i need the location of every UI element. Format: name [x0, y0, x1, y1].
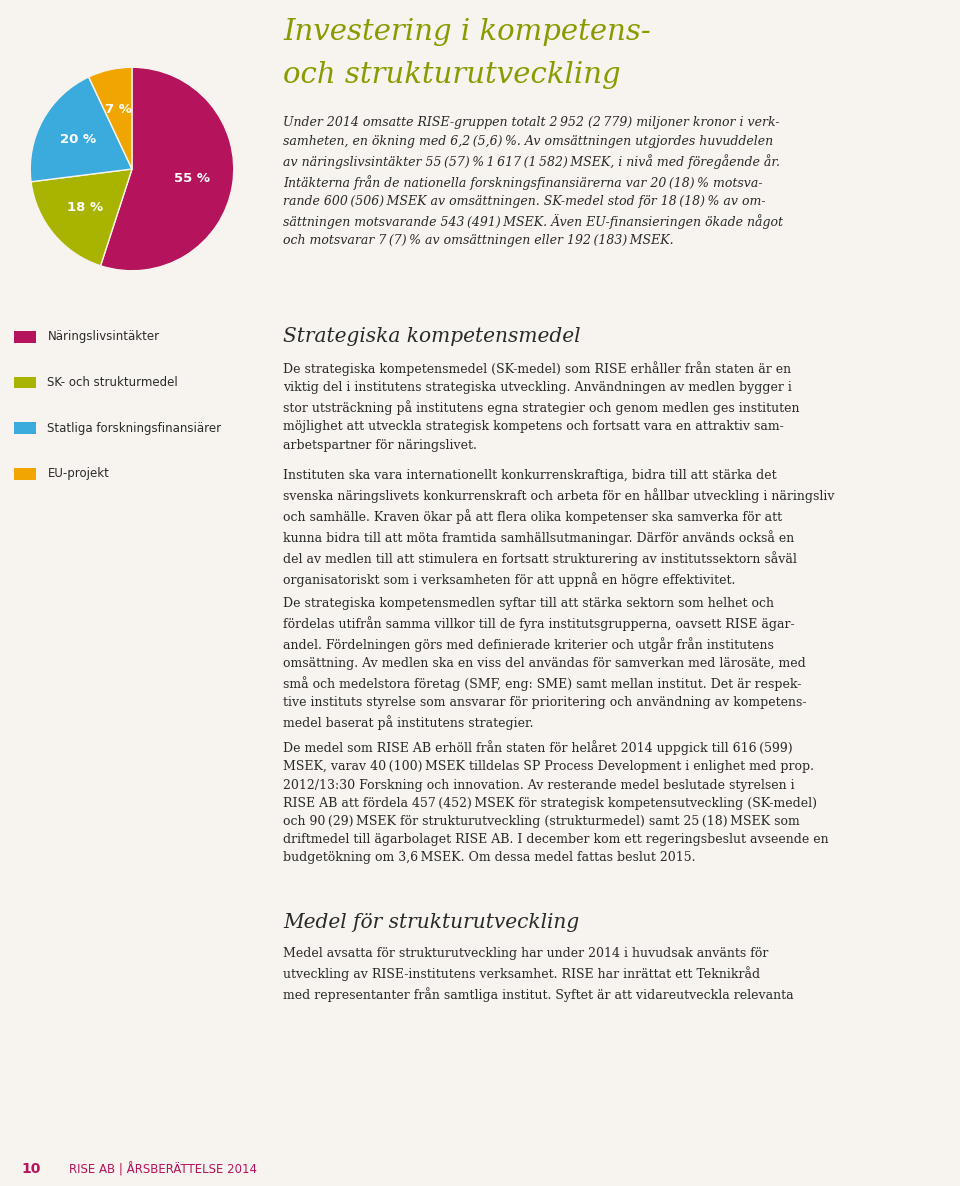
Text: Instituten ska vara internationellt konkurrenskraftiga, bidra till att stärka de: Instituten ska vara internationellt konk… — [283, 468, 834, 587]
Text: 7 %: 7 % — [106, 103, 132, 116]
Text: Medel för strukturutveckling: Medel för strukturutveckling — [283, 912, 580, 931]
Wedge shape — [31, 170, 132, 266]
Text: RISE AB | ÅRSBERÄTTELSE 2014: RISE AB | ÅRSBERÄTTELSE 2014 — [69, 1162, 257, 1177]
Wedge shape — [31, 77, 132, 181]
Text: Statliga forskningsfinansiärer: Statliga forskningsfinansiärer — [47, 422, 222, 434]
Text: och strukturutveckling: och strukturutveckling — [283, 60, 621, 89]
Text: 10: 10 — [21, 1162, 40, 1177]
Text: De strategiska kompetensmedlen syftar till att stärka sektorn som helhet och
för: De strategiska kompetensmedlen syftar ti… — [283, 597, 806, 731]
Text: 20 %: 20 % — [60, 133, 97, 146]
Bar — [14, 331, 36, 343]
Text: SK- och strukturmedel: SK- och strukturmedel — [47, 376, 179, 389]
Text: 18 %: 18 % — [67, 202, 103, 215]
Text: EU-projekt: EU-projekt — [47, 467, 109, 480]
Bar — [14, 468, 36, 479]
Text: De strategiska kompetensmedel (SK-medel) som RISE erhåller från staten är en
vik: De strategiska kompetensmedel (SK-medel)… — [283, 361, 800, 452]
Text: 55 %: 55 % — [175, 172, 210, 185]
Text: De medel som RISE AB erhöll från staten för helåret 2014 uppgick till 616 (599)
: De medel som RISE AB erhöll från staten … — [283, 740, 828, 865]
Text: Medel avsatta för strukturutveckling har under 2014 i huvudsak använts för
utvec: Medel avsatta för strukturutveckling har… — [283, 946, 794, 1002]
Bar — [14, 377, 36, 388]
Text: Näringslivsintäkter: Näringslivsintäkter — [47, 331, 159, 343]
Text: Under 2014 omsatte RISE-gruppen totalt 2 952 (2 779) miljoner kronor i verk-
sam: Under 2014 omsatte RISE-gruppen totalt 2… — [283, 116, 783, 247]
Wedge shape — [88, 68, 132, 170]
Bar — [14, 422, 36, 434]
Text: Strategiska kompetensmedel: Strategiska kompetensmedel — [283, 327, 581, 346]
Wedge shape — [101, 68, 233, 270]
Text: Investering i kompetens-: Investering i kompetens- — [283, 18, 651, 46]
